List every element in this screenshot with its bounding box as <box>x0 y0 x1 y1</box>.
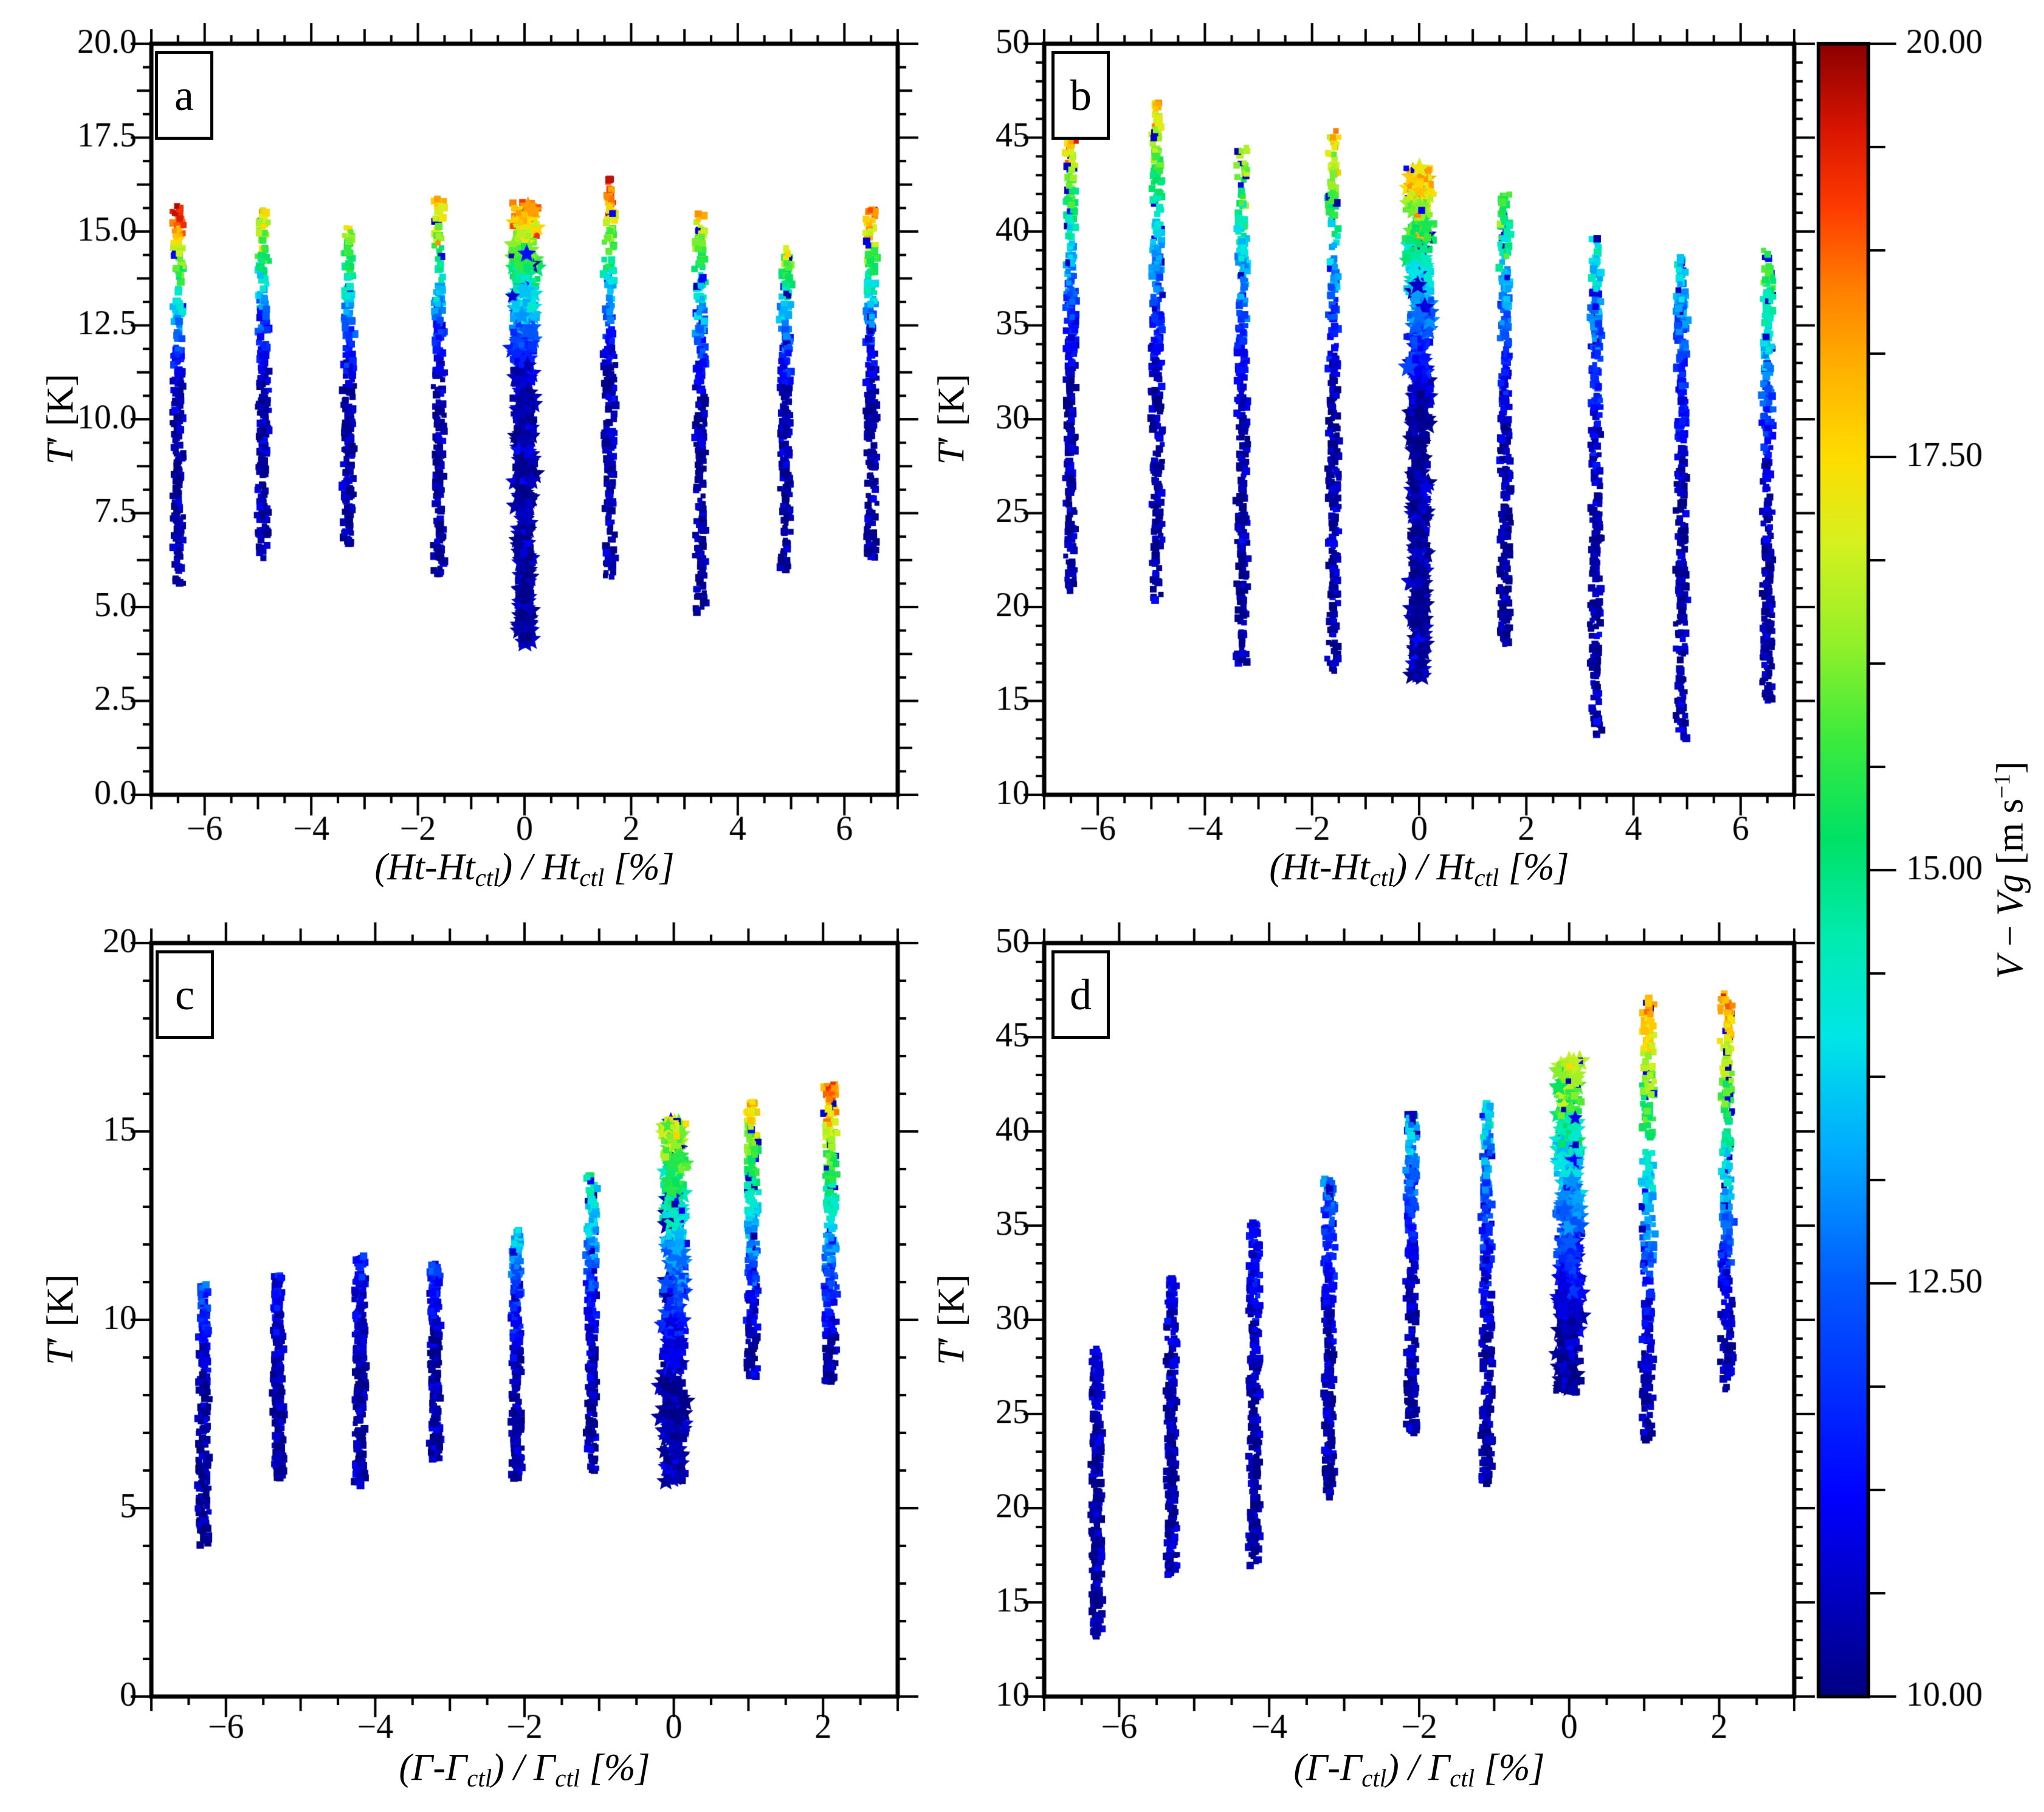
x-axis-label-d: (Γ-Γctl) / Γctl [%] <box>1293 1746 1545 1793</box>
panel-tag-d: d <box>1051 950 1110 1039</box>
y-axis-label-b: T′ [K] <box>931 374 972 465</box>
y-axis-label-c: T′ [K] <box>40 1274 81 1365</box>
y-axis-label-a: T′ [K] <box>40 374 81 465</box>
panel-tag-a: a <box>155 51 213 140</box>
x-axis-label-b: (Ht-Htctl) / Htctl [%] <box>1269 846 1569 892</box>
panel-tag-c: c <box>156 950 214 1039</box>
y-axis-label-d: T′ [K] <box>931 1274 972 1365</box>
colorbar-label: V − Vg [m s−1] <box>1989 761 2031 980</box>
x-axis-label-a: (Ht-Htctl) / Htctl [%] <box>374 846 675 892</box>
x-axis-label-c: (Γ-Γctl) / Γctl [%] <box>399 1746 650 1793</box>
panel-tag-b: b <box>1051 51 1110 140</box>
